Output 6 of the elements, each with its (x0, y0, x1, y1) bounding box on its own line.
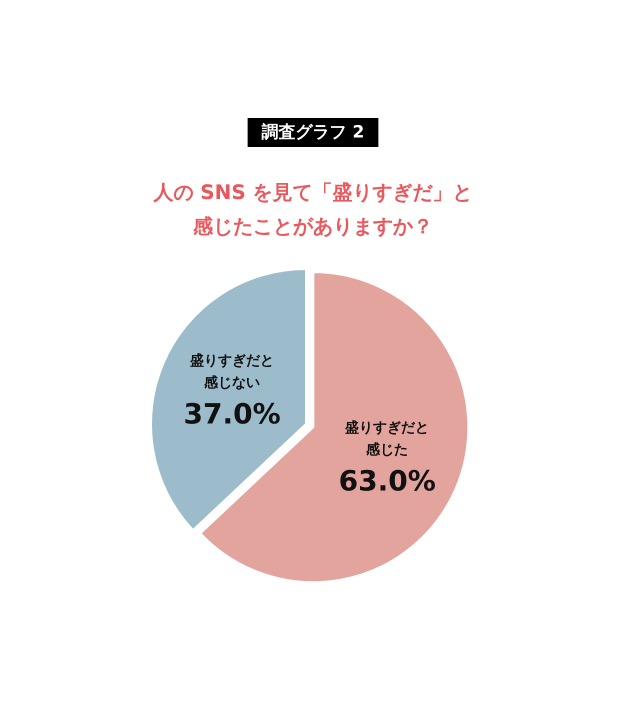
data-label: 63.0% (338, 464, 436, 498)
chart-title: 調査グラフ 2 (262, 122, 364, 142)
slice-label: 盛りすぎだと感じた (344, 419, 430, 458)
data-label: 37.0% (184, 398, 281, 431)
slice-label: 盛りすぎだと感じない (189, 352, 274, 392)
chart-subtitle: 人の SNS を見て「盛りすぎだ」と感じたことがありますか？ (152, 180, 473, 238)
